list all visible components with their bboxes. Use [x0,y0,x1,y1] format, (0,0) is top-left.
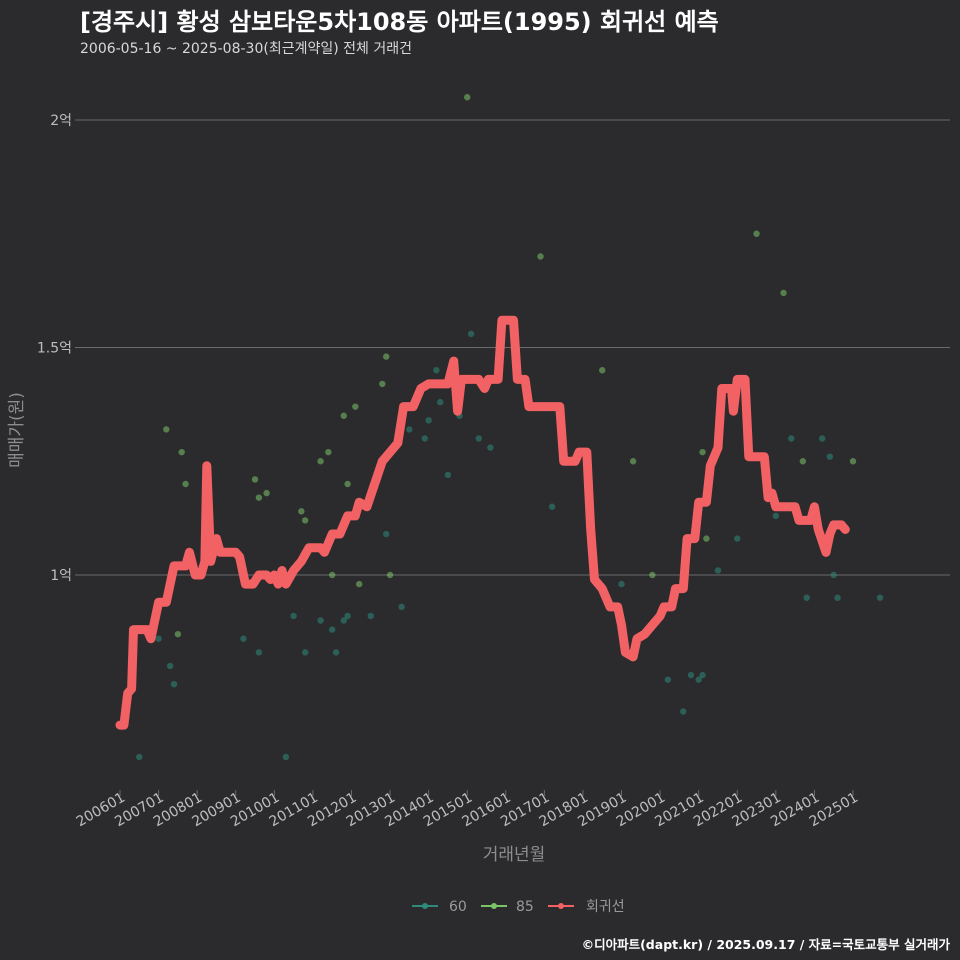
legend-key-marker [558,903,564,909]
scatter-point-60 [398,603,405,611]
scatter-point-60 [328,626,336,633]
scatter-point-60 [240,635,247,642]
scatter-point-85 [344,480,351,488]
scatter-point-60 [340,617,347,624]
y-tick-label: 2억 [50,113,72,129]
scatter-point-85 [163,426,170,433]
scatter-point-60 [467,330,475,338]
legend-key-marker [422,903,428,909]
legend-label: 회귀선 [586,899,625,915]
scatter-point-60 [714,567,722,574]
scatter-point-60 [437,398,444,406]
scatter-point-60 [772,512,780,520]
scatter-point-60 [618,580,625,588]
scatter-point-85 [355,580,363,588]
scatter-point-85 [799,458,807,465]
scatter-point-60 [444,471,452,479]
scatter-point-85 [464,94,471,101]
scatter-point-60 [834,594,841,601]
scatter-point-85 [386,571,394,579]
scatter-point-60 [664,676,672,683]
scatter-point-60 [255,649,263,656]
scatter-point-60 [699,671,706,679]
points-layer [136,94,884,761]
trend-line [115,315,850,730]
scatter-point-60 [680,708,687,715]
scatter-point-60 [433,367,440,374]
y-axis-title: 매매가(원) [7,392,27,468]
scatter-point-60 [367,612,374,620]
scatter-point-60 [406,426,413,433]
scatter-point-60 [166,662,174,670]
scatter-point-85 [317,458,324,465]
scatter-point-85 [178,448,185,456]
scatter-point-60 [548,503,556,510]
scatter-point-60 [382,530,390,538]
scatter-point-85 [301,517,309,524]
y-tick-label: 1억 [50,568,72,584]
scatter-point-60 [317,617,324,624]
x-axis-ticks: 2006012007012008012009012010012011012012… [74,790,861,831]
scatter-point-60 [687,671,695,679]
scatter-point-85 [352,403,359,410]
scatter-point-85 [780,289,787,297]
legend: 60 85 회귀선 [412,899,625,915]
x-axis-title: 거래년월 [483,845,546,865]
scatter-point-85 [537,253,544,260]
scatter-point-85 [263,489,270,497]
source-credit: ©디아파트(dapt.kr) / 2025.09.17 / 자료=국토교통부 실… [581,937,950,952]
scatter-point-85 [753,230,760,237]
scatter-point-85 [699,448,706,456]
scatter-point-85 [629,458,637,465]
legend-label: 60 [449,899,467,915]
legend-label: 85 [516,899,534,915]
scatter-point-85 [649,571,656,579]
scatter-point-60 [344,612,351,620]
scatter-point-60 [155,635,162,642]
scatter-point-85 [182,480,189,488]
y-axis-ticks: 1억 1.5억 2억 [37,113,80,584]
scatter-point-85 [703,535,710,542]
scatter-point-60 [290,612,297,620]
chart-title: [경주시] 황성 삼보타운5차108동 아파트(1995) 회귀선 예측 [80,8,719,36]
chart-subtitle: 2006-05-16 ~ 2025-08-30(최근계약일) 전체 거래건 [80,41,412,57]
scatter-point-60 [876,594,884,601]
y-tick-label: 1.5억 [37,341,72,357]
scatter-point-60 [818,435,826,442]
scatter-point-85 [325,448,332,456]
scatter-point-60 [803,594,810,601]
trend-line-layer [115,315,850,730]
scatter-point-60 [301,649,309,656]
scatter-point-85 [328,571,336,579]
scatter-point-60 [487,444,494,451]
scatter-point-60 [282,753,290,761]
scatter-point-85 [298,508,305,515]
scatter-point-60 [170,681,178,688]
scatter-point-60 [332,649,340,656]
legend-key-marker [491,903,497,909]
scatter-point-85 [340,412,347,419]
scatter-point-60 [788,435,795,442]
scatter-point-85 [251,476,259,483]
scatter-point-85 [255,494,263,501]
scatter-point-60 [830,571,837,579]
scatter-point-60 [695,676,702,683]
scatter-point-85 [849,458,857,465]
scatter-point-60 [826,453,834,460]
scatter-point-60 [734,535,741,542]
scatter-point-85 [174,630,182,638]
scatter-point-60 [475,435,482,442]
scatter-point-85 [599,367,606,374]
scatter-point-60 [136,753,143,761]
scatter-point-60 [421,435,428,442]
scatter-point-60 [425,417,432,424]
scatter-point-85 [382,353,390,360]
scatter-point-85 [379,380,386,388]
